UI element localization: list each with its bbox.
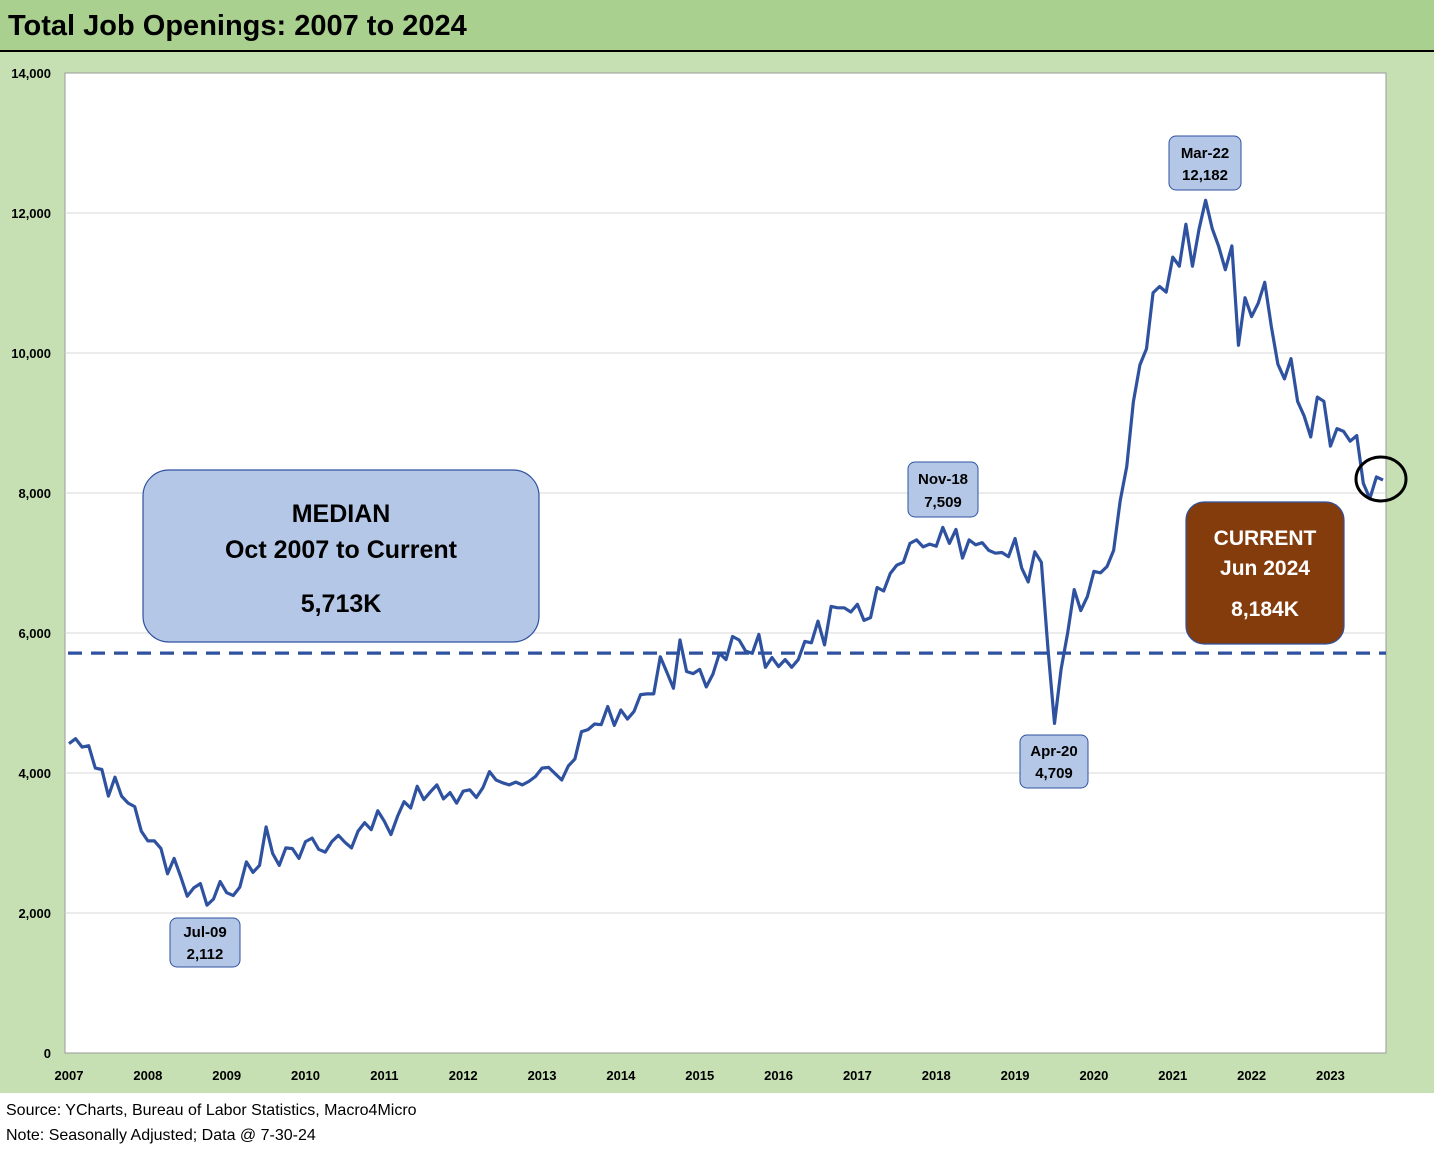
- x-tick-label: 2019: [1001, 1068, 1030, 1083]
- axes: 0 2,000 4,000 6,000 8,000 10,000 12,000 14,000 2…: [11, 66, 1345, 1083]
- source-note: Source: YCharts, Bureau of Labor Statist…: [6, 1102, 417, 1119]
- y-tick-label: 8,000: [18, 486, 51, 501]
- current-box-value: 8,184K: [1231, 598, 1299, 621]
- y-tick-label: 10,000: [11, 346, 51, 361]
- y-tick-label: 14,000: [11, 66, 51, 81]
- x-tick-label: 2012: [449, 1068, 478, 1083]
- x-tick-label: 2011: [370, 1068, 398, 1083]
- series-line-group: [68, 198, 1384, 907]
- x-tick-label: 2021: [1158, 1068, 1187, 1083]
- median-box-value: 5,713K: [301, 590, 382, 618]
- footer: Source: YCharts, Bureau of Labor Statist…: [0, 1093, 1434, 1154]
- callout-mar22-label: Mar-22: [1181, 145, 1229, 162]
- y-tick-label: 2,000: [18, 906, 51, 921]
- callout-apr20-value: 4,709: [1035, 765, 1073, 782]
- current-box: CURRENT Jun 2024 8,184K: [1185, 501, 1345, 645]
- callout-apr20-label: Apr-20: [1030, 743, 1078, 760]
- x-tick-label: 2016: [764, 1068, 793, 1083]
- y-tick-label: 12,000: [11, 206, 51, 221]
- current-box-title: CURRENT: [1214, 527, 1317, 550]
- y-tick-label: 4,000: [18, 766, 51, 781]
- callout-mar22-value: 12,182: [1182, 167, 1228, 184]
- callout-mar22: Mar-22 12,182: [1168, 135, 1242, 191]
- x-tick-label: 2014: [606, 1068, 636, 1083]
- callout-nov18-value: 7,509: [924, 494, 962, 511]
- x-tick-label: 2007: [55, 1068, 84, 1083]
- x-tick-label: 2015: [685, 1068, 714, 1083]
- current-value-circle: [1354, 455, 1408, 503]
- callout-nov18: Nov-18 7,509: [907, 461, 979, 518]
- x-tick-label: 2022: [1237, 1068, 1266, 1083]
- callout-jul09-label: Jul-09: [183, 924, 226, 941]
- x-tick-label: 2023: [1316, 1068, 1345, 1083]
- median-box-title: MEDIAN: [292, 500, 391, 528]
- callout-apr20: Apr-20 4,709: [1019, 734, 1089, 789]
- x-tick-label: 2018: [922, 1068, 951, 1083]
- x-tick-label: 2013: [528, 1068, 557, 1083]
- current-box-period: Jun 2024: [1220, 557, 1310, 580]
- x-tick-label: 2017: [843, 1068, 872, 1083]
- title-bar: Total Job Openings: 2007 to 2024: [0, 0, 1434, 52]
- chart-title: Total Job Openings: 2007 to 2024: [8, 10, 467, 42]
- callout-nov18-label: Nov-18: [918, 471, 968, 488]
- callout-jul09: Jul-09 2,112: [169, 917, 241, 968]
- median-box-period: Oct 2007 to Current: [225, 536, 458, 564]
- y-tick-label: 0: [44, 1046, 51, 1061]
- x-tick-label: 2008: [133, 1068, 162, 1083]
- callout-jul09-value: 2,112: [187, 946, 224, 963]
- data-note: Note: Seasonally Adjusted; Data @ 7-30-2…: [6, 1127, 316, 1144]
- x-tick-label: 2020: [1079, 1068, 1108, 1083]
- y-tick-label: 6,000: [18, 626, 51, 641]
- x-tick-label: 2009: [212, 1068, 241, 1083]
- series-line: [68, 198, 1384, 907]
- x-tick-label: 2010: [291, 1068, 320, 1083]
- median-box: MEDIAN Oct 2007 to Current 5,713K: [142, 469, 540, 643]
